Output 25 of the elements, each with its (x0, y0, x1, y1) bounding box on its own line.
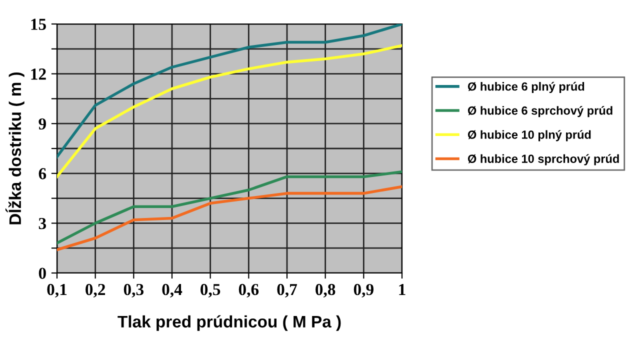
x-tick-label: 0,4 (162, 284, 182, 298)
x-tick-label: 0,5 (200, 284, 220, 298)
y-tick-label: 6 (38, 168, 46, 180)
y-tick-label: 9 (38, 118, 46, 130)
y-tick-label: 0 (38, 268, 46, 279)
x-tick-label: 0,6 (238, 284, 259, 298)
y-tick-label: 15 (31, 18, 46, 30)
y-tick-label: 12 (31, 68, 46, 80)
x-tick-label: 1 (399, 284, 406, 295)
x-tick-label: 0,1 (47, 284, 67, 298)
legend-label: Ø hubice 6 sprchový prúd (468, 106, 612, 118)
x-axis-title: Tlak pred prúdnicou ( M Pa ) (118, 315, 341, 331)
legend-label: Ø hubice 10 plný prúd (468, 130, 591, 142)
x-tick-label: 0,2 (86, 284, 106, 298)
x-tick-label: 0,3 (124, 284, 144, 298)
y-tick-label: 3 (38, 218, 46, 230)
line-series (57, 170, 402, 245)
legend-label: Ø hubice 10 sprchový prúd (468, 154, 619, 166)
x-tick-label: 0,8 (316, 284, 336, 298)
x-tick-label: 0,9 (354, 284, 374, 298)
y-axis-title: Dĺžka dostriku ( m ) (5, 72, 24, 224)
legend-label: Ø hubice 6 plný prúd (468, 82, 584, 94)
line-series (57, 44, 402, 178)
x-tick-label: 0,7 (277, 284, 298, 298)
line-series (57, 185, 402, 252)
